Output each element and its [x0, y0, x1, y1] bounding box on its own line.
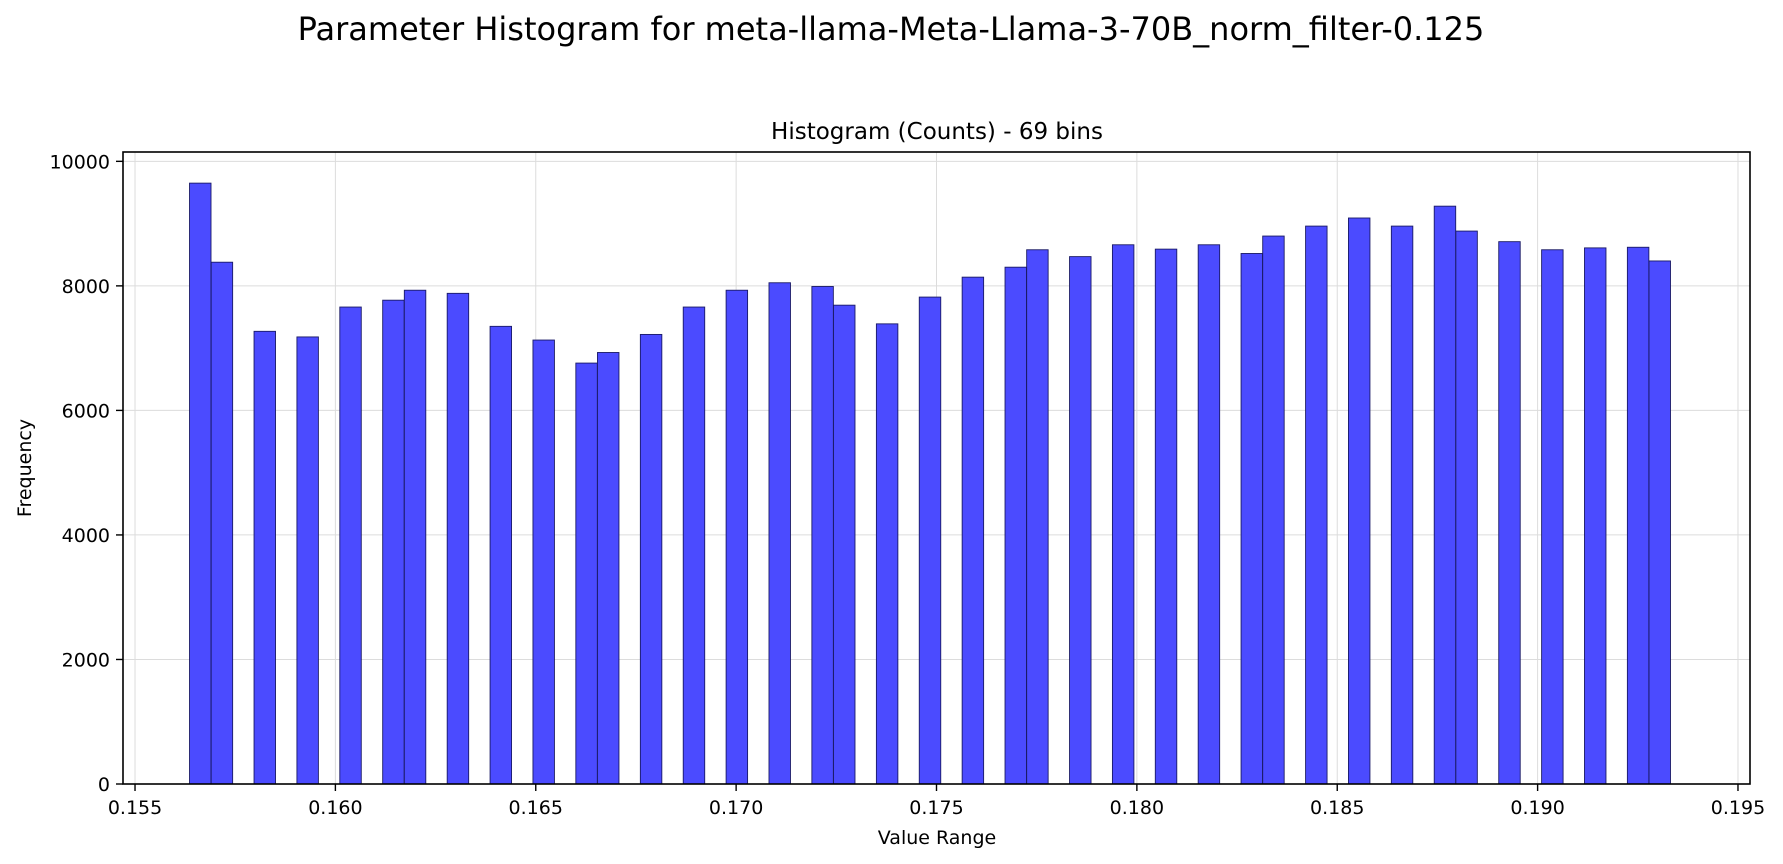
histogram-bar [682, 306, 706, 785]
histogram-bar [1648, 260, 1671, 785]
histogram-bar [1197, 244, 1221, 785]
x-tick-label: 0.190 [1510, 797, 1564, 819]
histogram-bar [446, 292, 470, 785]
x-tick-label: 0.160 [308, 797, 362, 819]
histogram-bars [189, 182, 1671, 785]
chart-title: Histogram (Counts) - 69 bins [771, 119, 1103, 145]
histogram-bar [1154, 248, 1178, 785]
histogram-bar [1455, 230, 1478, 785]
histogram-bar [1348, 217, 1371, 785]
histogram-bar [575, 362, 598, 785]
histogram-bar [382, 299, 405, 785]
histogram-bar [811, 286, 834, 785]
y-axis-label: Frequency [14, 419, 36, 517]
histogram-bar [1111, 244, 1135, 785]
histogram-bar [961, 276, 985, 785]
x-tick-label: 0.185 [1310, 797, 1364, 819]
histogram-bar [833, 304, 856, 785]
histogram-bar [875, 323, 899, 785]
histogram-bar [725, 289, 749, 785]
histogram-bar [296, 336, 319, 785]
histogram-bar [210, 261, 234, 785]
x-tick-label: 0.170 [709, 797, 763, 819]
figure-suptitle: Parameter Histogram for meta-llama-Meta-… [298, 10, 1485, 48]
x-tick-label: 0.155 [108, 797, 162, 819]
histogram-bar [1541, 249, 1564, 785]
histogram-bar [489, 325, 513, 785]
histogram-bar [1069, 256, 1092, 785]
histogram-bar [1305, 225, 1328, 785]
histogram-bar [253, 330, 276, 785]
y-tick-label: 8000 [62, 276, 110, 298]
x-tick-label: 0.165 [509, 797, 563, 819]
histogram-bar [1026, 249, 1049, 785]
y-tick-label: 10000 [50, 151, 110, 173]
histogram-bar [1584, 247, 1607, 785]
x-tick-label: 0.175 [909, 797, 963, 819]
x-axis-label: Value Range [878, 827, 996, 849]
x-tick-label: 0.180 [1110, 797, 1164, 819]
histogram-bar [189, 182, 212, 785]
histogram-bar [1626, 246, 1650, 785]
histogram-bar [597, 352, 620, 785]
histogram-bar [1433, 205, 1457, 785]
histogram-bar [1240, 253, 1263, 785]
histogram-bar [639, 333, 663, 785]
y-tick-label: 4000 [62, 525, 110, 547]
histogram-bar [403, 289, 427, 785]
x-tick-label: 0.195 [1711, 797, 1765, 819]
y-axis-ticks: 0 2000 4000 6000 8000 10000 [50, 151, 123, 796]
histogram-bar [1262, 235, 1285, 785]
x-axis-ticks: 0.155 0.160 0.165 0.170 0.175 0.180 0.185 0.190… [108, 784, 1765, 819]
histogram-bar [532, 339, 555, 785]
y-tick-label: 2000 [62, 649, 110, 671]
y-tick-label: 6000 [62, 400, 110, 422]
histogram-bar [1390, 225, 1414, 785]
histogram-bar [1498, 241, 1521, 785]
y-tick-label: 0 [98, 774, 110, 796]
histogram-bar [339, 306, 362, 785]
histogram-bar [1004, 266, 1027, 785]
histogram-bar [768, 282, 791, 785]
histogram-bar [918, 296, 942, 785]
